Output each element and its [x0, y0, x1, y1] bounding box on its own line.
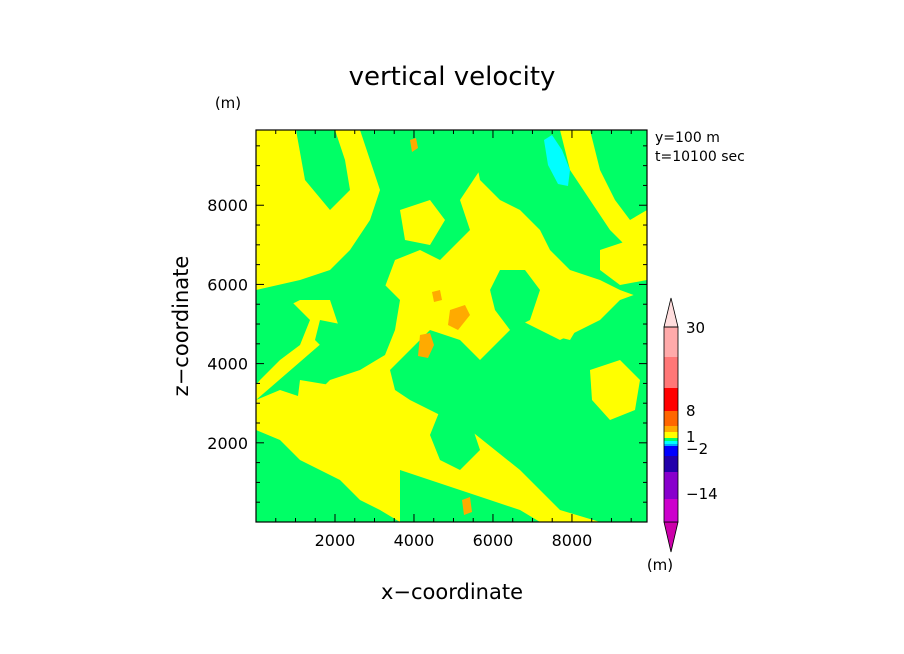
- field-negative-moderate: [544, 135, 570, 186]
- colorbar: 30 8 1−2 −14: [663, 297, 718, 553]
- field-positive-weak-islands: [280, 200, 647, 430]
- colorbar-unit: (m): [647, 556, 673, 574]
- x-axis: 2000 4000 6000 8000: [255, 130, 632, 550]
- field-positive-moderate: [410, 138, 472, 515]
- colorbar-label: 1: [686, 428, 696, 446]
- colorbar-segment: [664, 411, 678, 426]
- y-tick-label: 4000: [207, 355, 248, 374]
- colorbar-segment: [664, 357, 678, 388]
- x-tick-label: 6000: [473, 531, 514, 550]
- x-axis-label: x−coordinate: [381, 580, 523, 604]
- colorbar-segment: [664, 438, 678, 441]
- colorbar-label: −2: [686, 440, 708, 458]
- colorbar-lower-extension: [663, 521, 679, 553]
- colorbar-frame: [663, 326, 679, 523]
- colorbar-segment: [664, 444, 678, 446]
- y-axis: 2000 4000 6000 8000: [207, 145, 647, 523]
- x-tick-label: 4000: [394, 531, 435, 550]
- contour-field: [255, 129, 648, 523]
- colorbar-segment: [664, 388, 678, 411]
- x-tick-label: 8000: [552, 531, 593, 550]
- colorbar-label: 30: [686, 319, 705, 337]
- colorbar-segment: [664, 432, 678, 438]
- y-axis-label: z−coordinate: [169, 256, 193, 397]
- colorbar-segment: [664, 446, 678, 456]
- annotation-y-position: y=100 m: [655, 130, 720, 146]
- y-tick-label: 8000: [207, 196, 248, 215]
- colorbar-segment: [664, 426, 678, 432]
- colorbar-segment: [664, 456, 678, 472]
- colorbar-segment: [664, 327, 678, 357]
- annotation-time: t=10100 sec: [655, 149, 745, 165]
- chart-title: vertical velocity: [349, 62, 556, 92]
- y-tick-label: 2000: [207, 434, 248, 453]
- y-tick-label: 6000: [207, 275, 248, 294]
- colorbar-segment: [664, 441, 678, 444]
- colorbar-upper-extension: [663, 297, 679, 328]
- colorbar-label: −14: [686, 485, 718, 503]
- y-axis-unit: (m): [215, 94, 241, 112]
- plot-frame: [255, 129, 648, 523]
- colorbar-segment: [664, 472, 678, 499]
- colorbar-segment: [664, 499, 678, 522]
- x-tick-label: 2000: [315, 531, 356, 550]
- colorbar-label: 8: [686, 402, 696, 420]
